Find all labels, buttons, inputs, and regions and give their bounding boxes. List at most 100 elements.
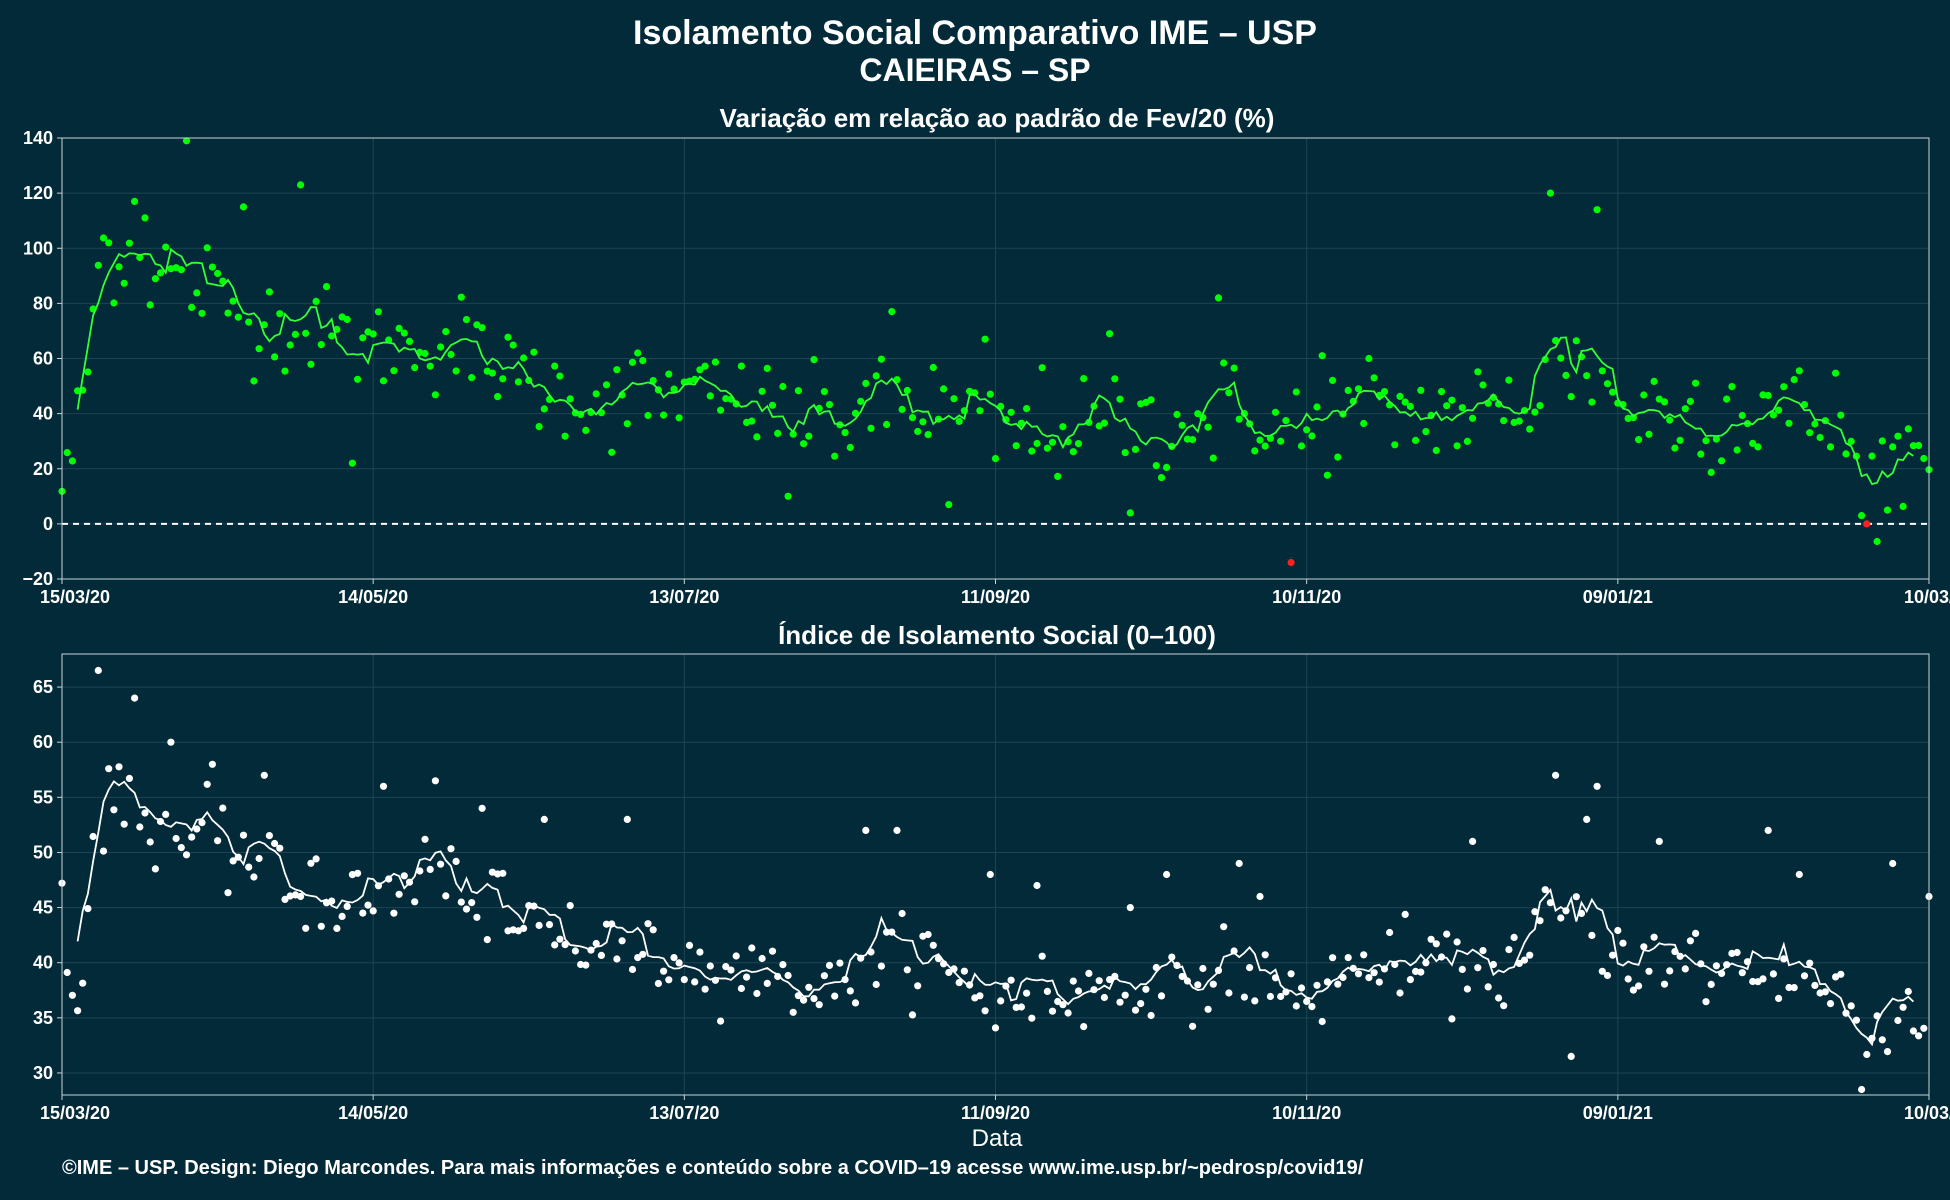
- bot-data-point: [654, 979, 663, 988]
- top-data-point: [478, 324, 486, 332]
- top-data-point: [520, 354, 528, 362]
- top-data-point: [768, 401, 777, 409]
- bot-data-point: [1261, 951, 1269, 959]
- top-data-point: [1775, 406, 1783, 414]
- bot-data-point: [1541, 886, 1549, 894]
- top-data-point: [1676, 436, 1684, 444]
- bot-data-point: [1417, 968, 1425, 976]
- top-data-point: [1878, 437, 1886, 445]
- bot-data-point: [177, 844, 185, 852]
- top-data-point: [255, 345, 263, 353]
- top-data-point: [805, 432, 813, 440]
- bot-data-point: [634, 954, 642, 962]
- top-data-point: [1121, 449, 1129, 457]
- bot-data-point: [1209, 980, 1217, 988]
- bot-data-point: [1007, 976, 1015, 984]
- top-data-point: [903, 386, 911, 395]
- top-data-point: [1448, 396, 1456, 404]
- bot-data-point: [473, 913, 481, 921]
- top-data-point: [488, 369, 496, 377]
- top-data-point: [374, 308, 382, 316]
- bot-y-tick-label: 55: [33, 787, 53, 807]
- top-data-point: [1526, 425, 1534, 433]
- top-data-point: [748, 417, 756, 425]
- top-data-point: [1329, 376, 1337, 384]
- top-data-point: [1303, 426, 1311, 434]
- bot-data-point: [1666, 967, 1674, 975]
- bot-data-point: [685, 941, 694, 950]
- top-data-point: [1593, 206, 1601, 214]
- bot-data-point: [602, 920, 611, 928]
- bot-data-point: [1131, 1006, 1140, 1014]
- bot-data-point: [1484, 983, 1492, 991]
- bot-data-point: [592, 939, 600, 948]
- bot-data-point: [1235, 859, 1243, 868]
- top-data-point: [1749, 439, 1757, 447]
- top-data-point: [1209, 454, 1217, 462]
- bot-data-point: [219, 804, 227, 812]
- top-data-point: [94, 261, 102, 269]
- top-data-point: [1412, 436, 1420, 444]
- top-data-point: [214, 269, 222, 278]
- bot-data-point: [1354, 970, 1363, 978]
- top-data-point: [706, 392, 714, 400]
- bot-data-point: [825, 961, 834, 970]
- top-data-point: [390, 367, 398, 375]
- bot-data-point: [1292, 1002, 1300, 1010]
- bot-data-point: [706, 962, 714, 970]
- top-points-layer: [58, 137, 1933, 567]
- bot-data-point: [1505, 946, 1513, 954]
- bot-data-point: [566, 902, 574, 910]
- top-data-point: [1728, 383, 1736, 391]
- bot-data-point: [1821, 988, 1829, 996]
- top-y-tick-label: 100: [23, 238, 53, 258]
- bot-data-point: [743, 973, 751, 981]
- top-data-point: [566, 395, 574, 403]
- top-data-point: [1152, 462, 1160, 470]
- top-y-tick-label: 60: [33, 349, 53, 369]
- bot-data-point: [784, 971, 792, 980]
- bot-data-point: [1614, 926, 1622, 935]
- bot-data-point: [779, 961, 787, 969]
- bot-data-point: [914, 982, 922, 990]
- top-y-axis: −20 0 20 40 60 80 100 120 140: [22, 128, 62, 589]
- top-data-point: [540, 405, 548, 413]
- bot-data-point: [955, 979, 963, 987]
- top-data-point: [1603, 380, 1612, 388]
- bot-data-point: [1095, 977, 1103, 985]
- bot-data-point: [250, 873, 258, 881]
- top-data-point: [1868, 452, 1876, 460]
- bot-data-point: [395, 890, 403, 898]
- bot-data-point: [1121, 991, 1129, 999]
- bot-data-point: [1552, 771, 1560, 779]
- bot-x-tick-label: 10/03/21: [1904, 1103, 1950, 1123]
- bot-data-point: [1318, 1017, 1326, 1026]
- bot-data-point: [68, 991, 76, 999]
- top-data-point: [991, 455, 1000, 463]
- top-data-point: [1261, 442, 1269, 450]
- bot-data-point: [1360, 951, 1368, 959]
- top-data-point: [1474, 368, 1482, 376]
- top-data-point: [1282, 417, 1290, 425]
- top-data-point: [1609, 388, 1617, 396]
- bot-data-point: [753, 989, 761, 998]
- top-data-point: [1915, 441, 1923, 450]
- bot-data-point: [722, 963, 730, 971]
- top-y-tick-label: 20: [33, 459, 53, 479]
- top-data-point: [665, 370, 673, 378]
- top-data-point: [758, 387, 766, 395]
- top-data-point: [1500, 417, 1508, 425]
- top-data-point: [1106, 330, 1114, 338]
- bot-data-point: [468, 899, 476, 907]
- top-data-point: [1463, 437, 1471, 445]
- top-data-point: [1702, 437, 1710, 445]
- bot-data-point: [1883, 1048, 1892, 1056]
- bot-data-point: [768, 947, 777, 955]
- top-data-point: [1847, 437, 1855, 445]
- top-data-point: [608, 448, 616, 456]
- top-data-point: [1583, 372, 1591, 380]
- bot-data-point: [717, 1017, 725, 1025]
- bot-data-point: [800, 996, 808, 1004]
- bot-data-point: [763, 979, 771, 988]
